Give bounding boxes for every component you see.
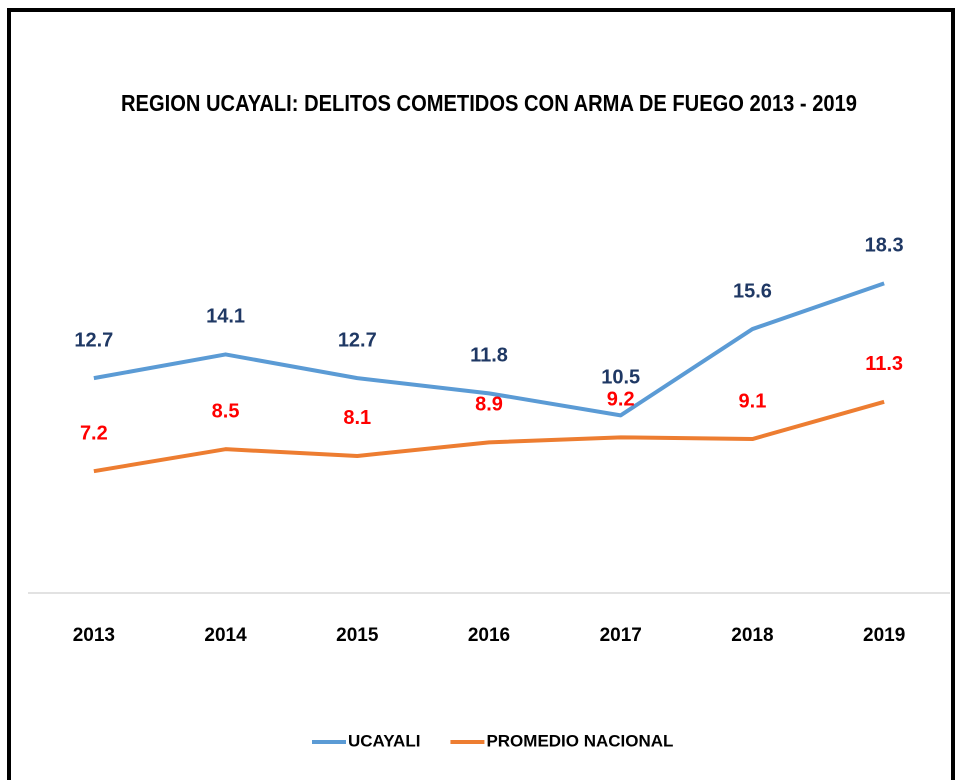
data-label: 8.5 [212, 400, 240, 422]
x-tick-label: 2017 [600, 625, 642, 646]
series-line [93, 399, 885, 474]
data-label: 11.8 [470, 345, 508, 367]
chart-title: REGION UCAYALI: DELITOS COMETIDOS CON AR… [121, 90, 857, 116]
legend-label: UCAYALI [348, 731, 420, 750]
data-label: 12.7 [74, 329, 113, 351]
x-tick-label: 2018 [731, 625, 773, 646]
data-label: 12.7 [338, 329, 377, 351]
data-label: 14.1 [206, 306, 245, 328]
data-label: 15.6 [733, 280, 772, 302]
x-tick-label: 2014 [204, 625, 247, 646]
data-label: 7.2 [80, 422, 108, 444]
data-label: 9.1 [739, 390, 767, 412]
x-tick-label: 2016 [468, 625, 510, 646]
data-label: 8.1 [343, 407, 371, 429]
legend-label: PROMEDIO NACIONAL [486, 731, 673, 750]
x-tick-label: 2013 [73, 625, 115, 646]
series-line [93, 281, 885, 418]
x-tick-label: 2019 [863, 625, 905, 646]
data-label: 18.3 [865, 235, 904, 257]
data-label: 11.3 [865, 353, 903, 375]
x-tick-label: 2015 [336, 625, 379, 646]
data-label: 10.5 [601, 367, 640, 389]
data-label: 9.2 [607, 389, 635, 411]
data-label: 8.9 [475, 394, 503, 416]
frame [7, 8, 955, 780]
